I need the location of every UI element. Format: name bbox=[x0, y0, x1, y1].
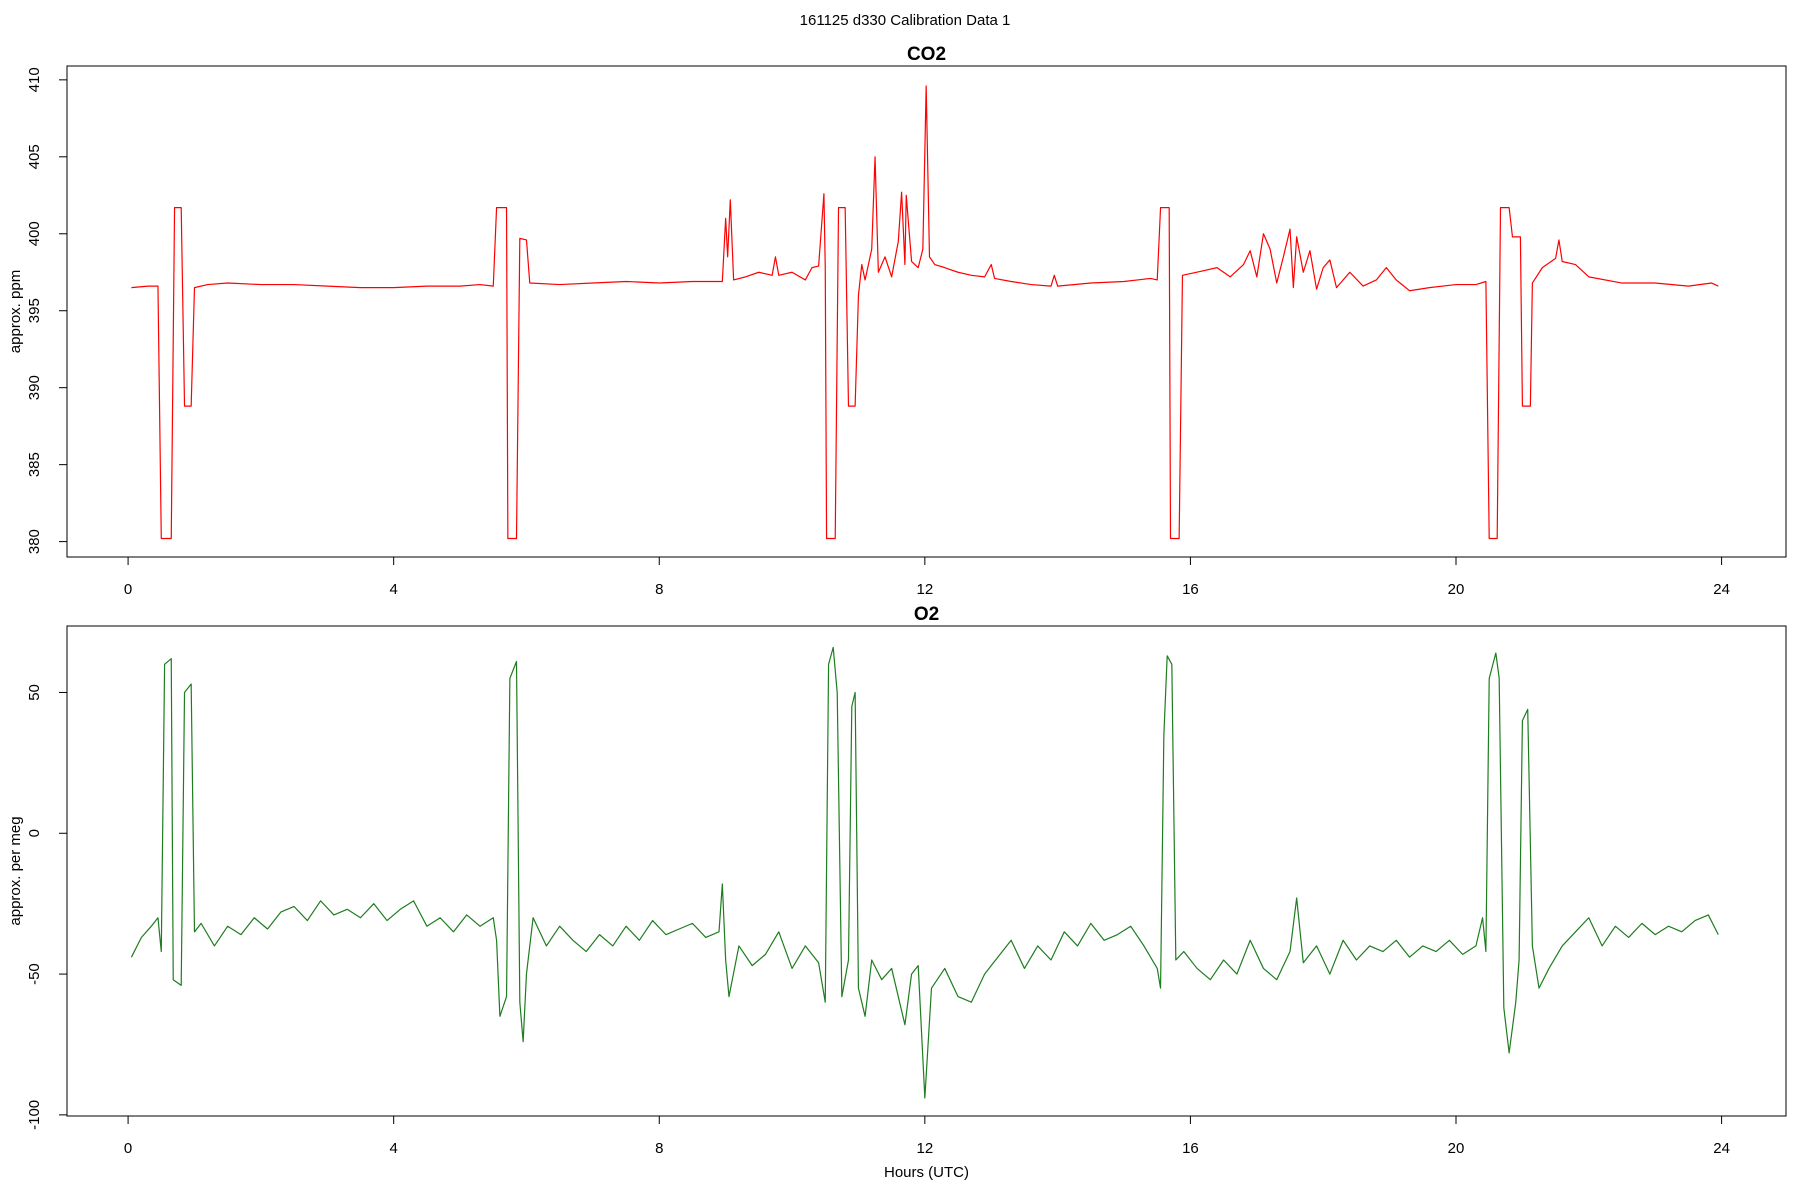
page-title: 161125 d330 Calibration Data 1 bbox=[800, 12, 1011, 29]
y-tick-label: 405 bbox=[26, 144, 43, 169]
x-tick-label: 20 bbox=[1448, 1140, 1465, 1157]
x-tick-label: 12 bbox=[916, 1140, 933, 1157]
x-tick-label: 8 bbox=[655, 581, 663, 598]
y-axis-label: approx. per meg bbox=[7, 816, 24, 925]
y-tick-label: 0 bbox=[26, 829, 43, 837]
x-tick-label: 16 bbox=[1182, 581, 1199, 598]
x-axis-label: Hours (UTC) bbox=[884, 1164, 969, 1181]
chart-title: O2 bbox=[914, 604, 939, 625]
y-tick-label: 385 bbox=[26, 452, 43, 477]
x-tick-label: 24 bbox=[1713, 581, 1730, 598]
x-tick-label: 0 bbox=[124, 1140, 132, 1157]
data-line bbox=[131, 85, 1719, 540]
x-tick-label: 12 bbox=[916, 581, 933, 598]
y-tick-label: 400 bbox=[26, 221, 43, 246]
y-tick-label: 50 bbox=[26, 684, 43, 701]
y-tick-label: -50 bbox=[26, 963, 43, 985]
x-tick-label: 4 bbox=[389, 581, 397, 598]
y-tick-label: 395 bbox=[26, 298, 43, 323]
x-tick-label: 24 bbox=[1713, 1140, 1730, 1157]
x-tick-label: 8 bbox=[655, 1140, 663, 1157]
x-tick-label: 0 bbox=[124, 581, 132, 598]
x-tick-label: 16 bbox=[1182, 1140, 1199, 1157]
x-tick-label: 4 bbox=[389, 1140, 397, 1157]
data-line bbox=[130, 646, 1719, 1099]
x-tick-label: 20 bbox=[1448, 581, 1465, 598]
y-axis-label: approx. ppm bbox=[7, 270, 24, 353]
y-tick-label: 410 bbox=[26, 67, 43, 92]
chart-title: CO2 bbox=[907, 44, 946, 65]
y-tick-label: -100 bbox=[26, 1100, 43, 1130]
y-tick-label: 390 bbox=[26, 375, 43, 400]
y-tick-label: 380 bbox=[26, 529, 43, 554]
plot-frame bbox=[66, 65, 1787, 558]
plot-frame bbox=[66, 625, 1787, 1117]
